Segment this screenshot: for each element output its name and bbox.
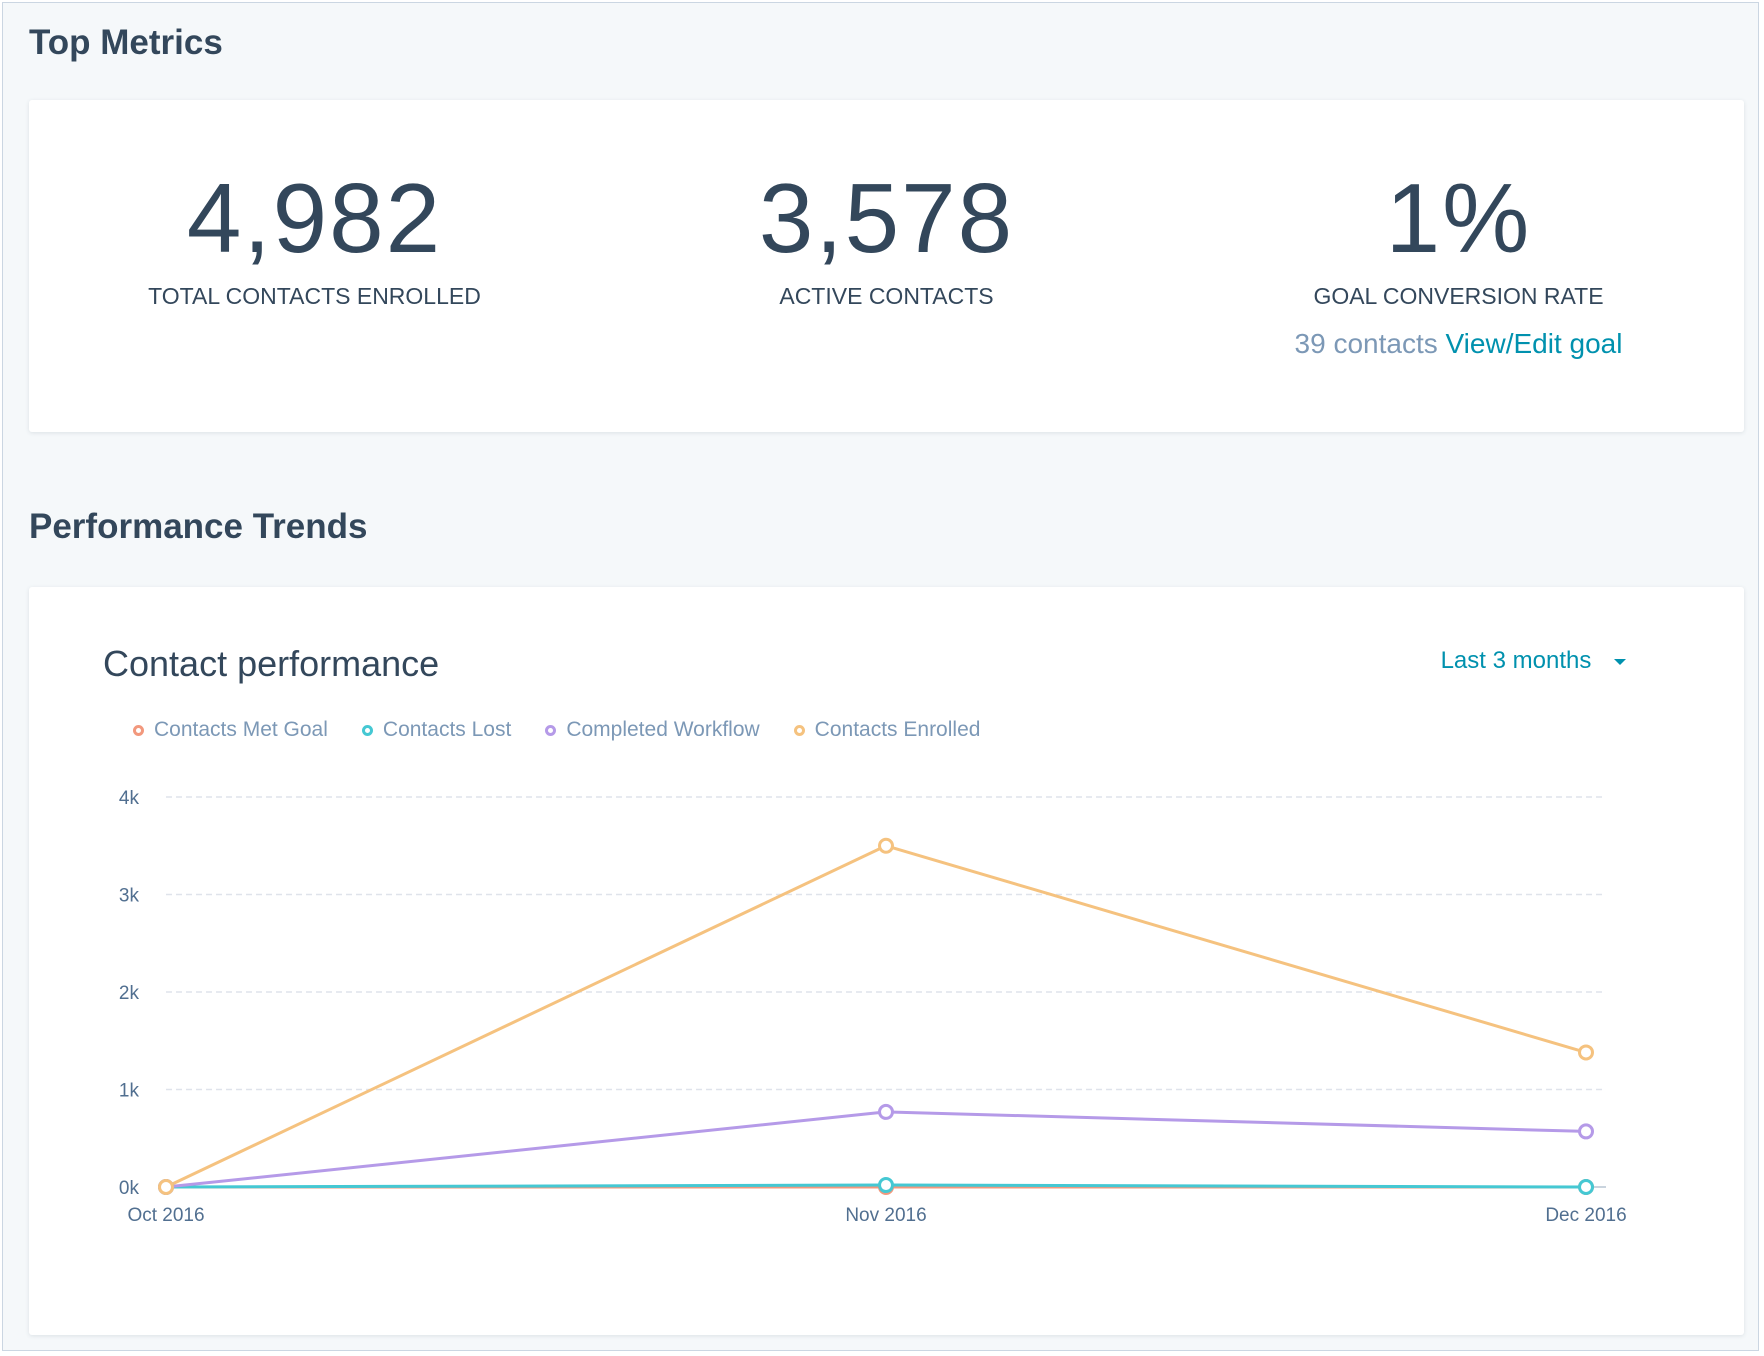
y-tick-label: 4k <box>119 788 140 809</box>
metric-label: ACTIVE CONTACTS <box>779 283 994 309</box>
metric-value: 3,578 <box>758 163 1015 273</box>
metric-label: TOTAL CONTACTS ENROLLED <box>148 283 481 309</box>
top-metrics-title: Top Metrics <box>29 23 223 62</box>
legend-label: Completed Workflow <box>566 718 760 741</box>
legend-item-contacts-enrolled[interactable]: Contacts Enrolled <box>793 718 981 742</box>
performance-trends-title: Performance Trends <box>29 507 368 546</box>
x-tick-label: Nov 2016 <box>845 1205 926 1226</box>
metric-total-contacts-enrolled: 4,982 TOTAL CONTACTS ENROLLED <box>29 100 600 310</box>
metric-value: 1% <box>1385 163 1532 273</box>
x-tick-label: Dec 2016 <box>1545 1205 1626 1226</box>
y-tick-label: 0k <box>119 1178 140 1199</box>
data-point-contacts-enrolled <box>1578 1044 1594 1061</box>
data-point-contacts-lost <box>878 1177 894 1194</box>
metric-goal-conversion-rate: 1% GOAL CONVERSION RATE 39 contacts View… <box>1173 100 1744 360</box>
y-tick-label: 1k <box>119 1081 140 1102</box>
data-point-completed-workflow <box>1578 1123 1594 1140</box>
caret-down-icon <box>1614 658 1626 665</box>
contact-performance-chart: 0k 1k 2k 3k 4k Oct 2016 Nov 2016 Dec 2016 <box>119 788 1627 1226</box>
legend-label: Contacts Enrolled <box>814 718 981 741</box>
y-tick-label: 2k <box>119 983 140 1004</box>
data-point-contacts-enrolled <box>878 837 894 854</box>
series-line-contacts-enrolled <box>165 844 1587 1189</box>
metric-active-contacts: 3,578 ACTIVE CONTACTS <box>601 100 1172 310</box>
contact-performance-card: Contact performance Last 3 months Contac… <box>29 587 1744 1335</box>
data-point-contacts-enrolled <box>158 1179 174 1195</box>
metric-label: GOAL CONVERSION RATE <box>1313 283 1604 309</box>
date-range-label: Last 3 months <box>1440 647 1592 674</box>
legend-circle-icon <box>133 724 144 736</box>
legend-item-completed-workflow[interactable]: Completed Workflow <box>545 718 760 742</box>
chart-legend: Contacts Met Goal Contacts Lost Complete… <box>133 718 980 742</box>
data-point-contacts-lost <box>1578 1179 1594 1195</box>
y-tick-label: 3k <box>119 886 140 907</box>
top-metrics-card: 4,982 TOTAL CONTACTS ENROLLED 3,578 ACTI… <box>29 100 1744 432</box>
legend-circle-icon <box>793 724 805 736</box>
view-edit-goal-link[interactable]: View/Edit goal <box>1445 328 1623 359</box>
goal-subline: 39 contacts View/Edit goal <box>1173 328 1744 360</box>
legend-circle-icon <box>545 724 557 736</box>
goal-contacts-count: 39 contacts <box>1294 328 1438 359</box>
legend-item-contacts-met-goal[interactable]: Contacts Met Goal <box>133 718 328 742</box>
x-tick-label: Oct 2016 <box>127 1205 204 1226</box>
legend-circle-icon <box>361 724 373 736</box>
legend-item-contacts-lost[interactable]: Contacts Lost <box>361 718 512 742</box>
legend-label: Contacts Met Goal <box>154 718 328 741</box>
chart-title: Contact performance <box>103 643 440 684</box>
legend-label: Contacts Lost <box>382 718 512 741</box>
data-point-completed-workflow <box>878 1103 894 1120</box>
metric-value: 4,982 <box>186 163 443 273</box>
series-line-completed-workflow <box>165 1110 1587 1189</box>
date-range-dropdown[interactable]: Last 3 months <box>1441 647 1626 675</box>
